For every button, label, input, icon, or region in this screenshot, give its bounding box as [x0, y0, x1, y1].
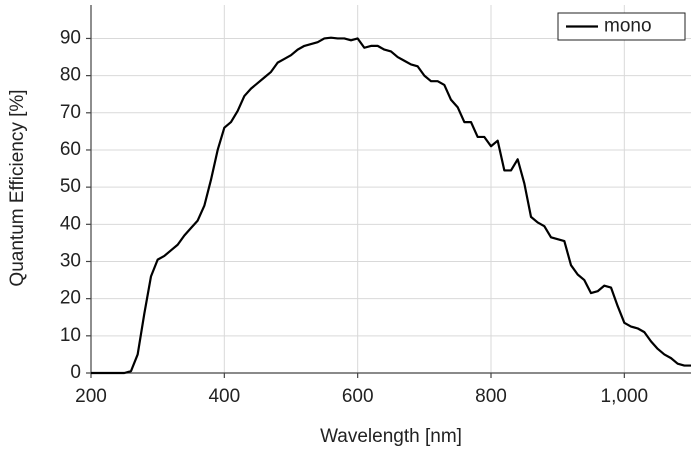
- legend-label: mono: [604, 16, 652, 37]
- y-tick-label: 80: [60, 65, 81, 86]
- y-tick-label: 40: [60, 213, 81, 234]
- y-tick-label: 60: [60, 139, 81, 160]
- y-tick-label: 30: [60, 251, 81, 272]
- y-axis-label: Quantum Efficiency [%]: [7, 89, 28, 286]
- x-tick-label: 800: [475, 386, 507, 407]
- y-tick-label: 90: [60, 27, 81, 48]
- x-tick-label: 200: [75, 386, 107, 407]
- x-tick-label: 600: [342, 386, 374, 407]
- data-line: [91, 36, 691, 375]
- y-tick-label: 20: [60, 288, 81, 309]
- x-axis-label: Wavelength [nm]: [320, 426, 462, 447]
- x-tick-label: 1,000: [601, 386, 649, 407]
- y-tick-label: 50: [60, 176, 81, 197]
- y-tick-label: 70: [60, 102, 81, 123]
- x-tick-label: 400: [208, 386, 240, 407]
- y-tick-label: 10: [60, 325, 81, 346]
- y-tick-label: 0: [70, 362, 81, 383]
